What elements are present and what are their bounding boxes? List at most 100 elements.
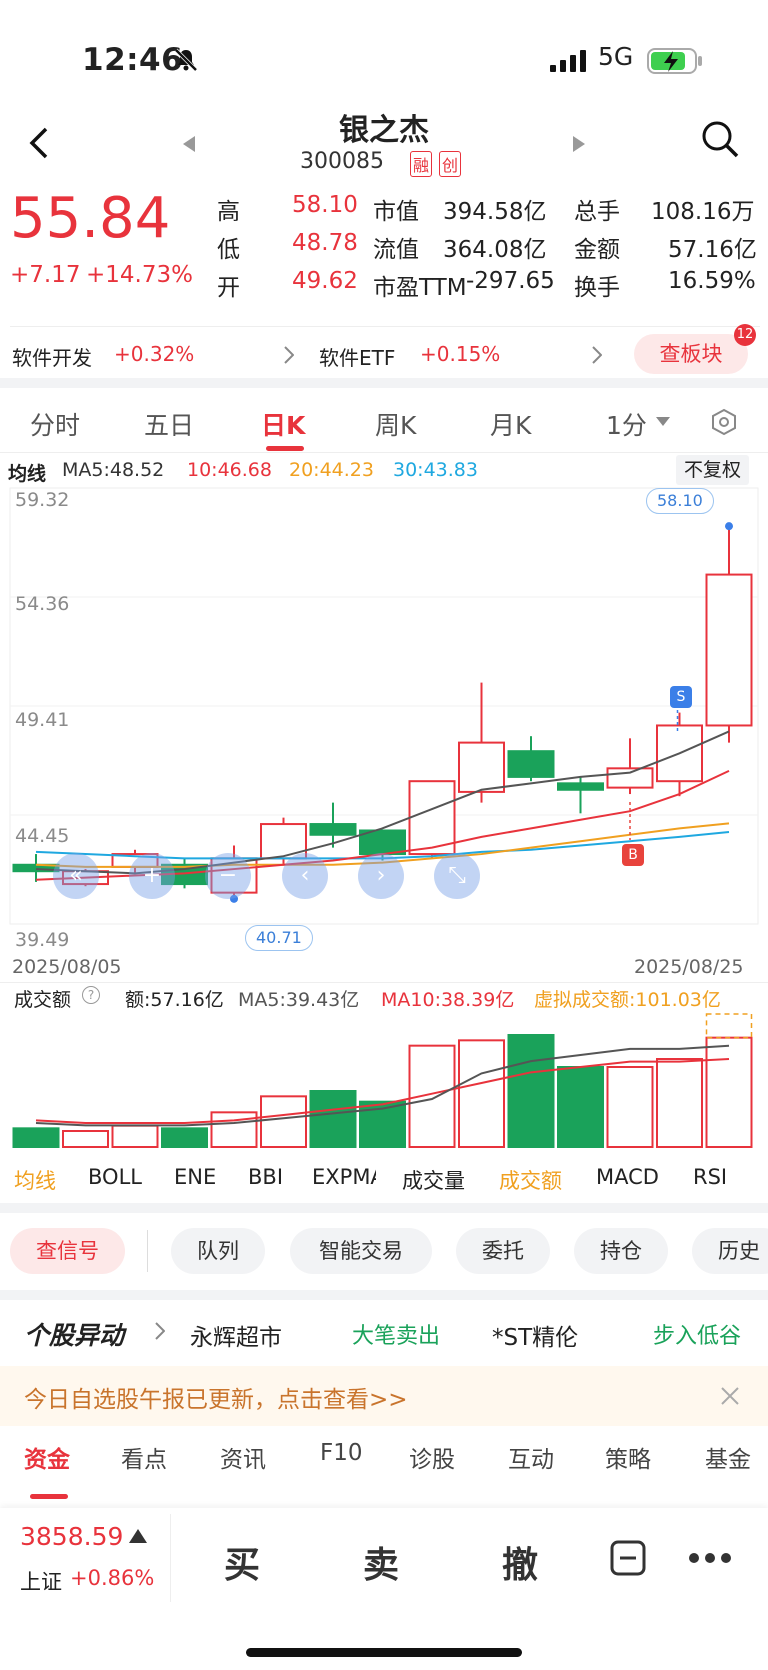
index-value[interactable]: 3858.59: [20, 1522, 124, 1551]
active-tab-indicator: [30, 1494, 68, 1499]
kline-chart[interactable]: [0, 482, 768, 952]
history-button[interactable]: 历史: [692, 1228, 768, 1274]
indicator-ma[interactable]: 均线: [14, 1169, 56, 1193]
queue-button[interactable]: 队列: [171, 1228, 265, 1274]
indicator-expma[interactable]: EXPMA: [312, 1165, 376, 1189]
zoom-out-icon[interactable]: −: [205, 853, 251, 899]
volume-bar[interactable]: [606, 1066, 654, 1148]
alert-2-type: 步入低谷: [653, 1324, 742, 1349]
back-icon[interactable]: [28, 127, 50, 159]
prev-icon[interactable]: ‹: [282, 853, 328, 899]
tab-funds[interactable]: 资金: [24, 1447, 70, 1473]
tab-f10[interactable]: F10: [320, 1440, 363, 1466]
collapse-icon[interactable]: [610, 1540, 646, 1576]
volume-bar[interactable]: [557, 1066, 604, 1148]
fullscreen-icon[interactable]: ⤡: [434, 853, 480, 899]
settings-icon[interactable]: [710, 408, 738, 436]
sector-2-name[interactable]: 软件ETF: [319, 346, 396, 370]
tab-monthly-k[interactable]: 月K: [490, 411, 532, 440]
chevron-right-icon: [155, 1322, 165, 1340]
sell-button[interactable]: 卖: [363, 1545, 400, 1586]
indicator-boll[interactable]: BOLL: [88, 1165, 142, 1189]
next-stock-icon[interactable]: [572, 135, 586, 153]
volume-chart[interactable]: [0, 1010, 768, 1150]
volume-bar[interactable]: [705, 1036, 753, 1149]
amount-label: 金额: [574, 237, 620, 263]
sector-count-badge: 12: [734, 324, 756, 346]
tab-five-day[interactable]: 五日: [144, 411, 195, 440]
alerts-title[interactable]: 个股异动: [24, 1321, 125, 1350]
volume-bar[interactable]: [458, 1039, 505, 1148]
adjust-button[interactable]: 不复权: [676, 455, 750, 485]
candle[interactable]: [557, 782, 604, 791]
sector-1-name[interactable]: 软件开发: [12, 346, 92, 370]
positions-button[interactable]: 持仓: [574, 1228, 668, 1274]
price-change-pct: +14.73%: [86, 262, 193, 288]
notice-text[interactable]: 今日自选股午报已更新，点击查看>>: [24, 1387, 408, 1413]
volume-bar[interactable]: [260, 1095, 307, 1149]
stock-name: 银之杰: [339, 113, 429, 148]
indicator-ene[interactable]: ENE: [174, 1165, 217, 1189]
volume-bar[interactable]: [656, 1058, 703, 1148]
chevron-right-icon: [284, 346, 294, 364]
candle[interactable]: [309, 823, 357, 836]
ma30-label: 30:43.83: [393, 459, 478, 481]
indicator-bbi[interactable]: BBI: [248, 1165, 284, 1189]
indicator-macd[interactable]: MACD: [596, 1165, 659, 1189]
low-value: 48.78: [292, 230, 358, 256]
candle[interactable]: [408, 780, 456, 856]
buy-signal-marker[interactable]: B: [622, 844, 644, 866]
cancel-button[interactable]: 撤: [502, 1545, 539, 1586]
close-icon[interactable]: [720, 1386, 740, 1406]
indicator-rsi[interactable]: RSI: [693, 1165, 728, 1189]
candle[interactable]: [458, 741, 505, 793]
x-start-label: 2025/08/05: [12, 956, 122, 978]
check-signal-button[interactable]: 查信号: [10, 1228, 125, 1274]
volume-title[interactable]: 成交额: [14, 989, 72, 1011]
tab-daily-k[interactable]: 日K: [261, 411, 306, 440]
tab-diagnose[interactable]: 诊股: [409, 1447, 455, 1473]
zoom-in-icon[interactable]: +: [129, 853, 175, 899]
tab-news[interactable]: 资讯: [220, 1447, 266, 1473]
buy-button[interactable]: 买: [224, 1545, 261, 1586]
scroll-left-icon[interactable]: «: [53, 853, 99, 899]
ma-title[interactable]: 均线: [8, 463, 47, 485]
volume-bar[interactable]: [62, 1130, 109, 1148]
candle[interactable]: [606, 767, 654, 789]
tab-strategy[interactable]: 策略: [605, 1447, 651, 1473]
search-icon[interactable]: [700, 119, 740, 159]
sector-2-pct: +0.15%: [420, 342, 501, 366]
volume-bar[interactable]: [210, 1111, 258, 1149]
help-icon[interactable]: ?: [82, 986, 100, 1004]
tab-minute[interactable]: 1分: [606, 411, 647, 440]
orders-button[interactable]: 委托: [456, 1228, 550, 1274]
ma10-label: 10:46.68: [187, 459, 272, 481]
volume-bar[interactable]: [309, 1090, 357, 1148]
smart-trade-button[interactable]: 智能交易: [290, 1228, 432, 1274]
tab-highlights[interactable]: 看点: [121, 1447, 167, 1473]
tab-interact[interactable]: 互动: [508, 1447, 554, 1473]
candle[interactable]: [507, 750, 555, 778]
alert-2-stock[interactable]: *ST精伦: [492, 1325, 579, 1351]
volume-bar[interactable]: [161, 1127, 208, 1149]
sell-signal-marker[interactable]: S: [670, 686, 692, 708]
volume-bar[interactable]: [111, 1124, 159, 1148]
volume-label: 总手: [574, 199, 620, 225]
alert-1-stock[interactable]: 永辉超市: [190, 1325, 282, 1351]
tab-intraday[interactable]: 分时: [30, 411, 81, 440]
volume-bar[interactable]: [507, 1034, 555, 1148]
indicator-volume[interactable]: 成交量: [402, 1169, 465, 1193]
indicator-amount[interactable]: 成交额: [499, 1169, 562, 1193]
more-icon[interactable]: [688, 1552, 732, 1564]
ma20-label: 20:44.23: [289, 459, 374, 481]
tab-weekly-k[interactable]: 周K: [375, 411, 417, 440]
signal-icon: [550, 50, 586, 72]
float-value: 364.08亿: [443, 237, 547, 263]
tab-fund[interactable]: 基金: [705, 1447, 751, 1473]
next-icon[interactable]: ›: [358, 853, 404, 899]
volume-bar[interactable]: [12, 1127, 60, 1149]
view-sectors-button[interactable]: 查板块: [634, 334, 748, 374]
notice-banner[interactable]: 今日自选股午报已更新，点击查看>>: [0, 1366, 768, 1426]
prev-stock-icon[interactable]: [182, 135, 196, 153]
candle[interactable]: [705, 573, 753, 727]
